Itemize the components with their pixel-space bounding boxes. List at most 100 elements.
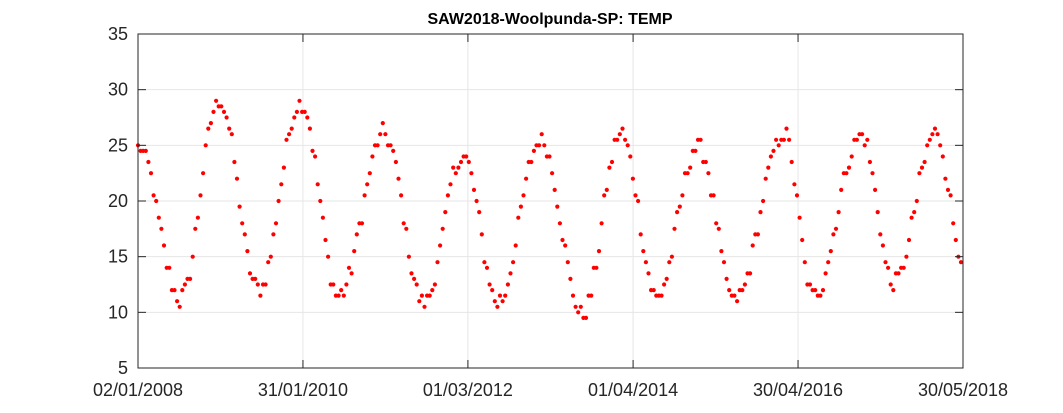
data-point — [198, 193, 203, 198]
data-point — [380, 121, 385, 126]
data-point — [763, 176, 768, 181]
data-point — [880, 243, 886, 248]
data-point — [659, 293, 664, 298]
data-point — [414, 282, 419, 287]
data-point — [273, 221, 279, 226]
data-point — [219, 104, 224, 109]
data-point — [846, 165, 852, 170]
data-point — [794, 193, 800, 198]
data-point — [359, 221, 365, 226]
data-point — [568, 276, 573, 281]
data-point — [714, 221, 719, 226]
data-point — [620, 126, 625, 131]
data-point — [948, 193, 953, 198]
data-point — [542, 143, 547, 148]
data-point — [188, 276, 193, 281]
data-point — [768, 154, 774, 159]
data-point — [154, 198, 159, 204]
data-point — [958, 260, 964, 265]
data-point — [289, 126, 294, 131]
x-tick-label: 01/04/2014 — [588, 380, 678, 400]
data-point — [341, 293, 346, 298]
data-point — [224, 115, 229, 120]
data-point — [214, 98, 219, 103]
data-point — [440, 226, 445, 231]
data-point — [432, 282, 437, 287]
chart-title: SAW2018-Woolpunda-SP: TEMP — [427, 11, 672, 28]
data-point — [836, 210, 841, 215]
data-point — [401, 221, 406, 226]
y-tick-label: 5 — [118, 358, 128, 378]
grid-lines — [138, 34, 963, 368]
data-point — [336, 293, 341, 298]
data-point — [552, 187, 557, 192]
data-point — [201, 171, 206, 176]
data-point — [412, 276, 417, 281]
data-point — [771, 148, 776, 153]
data-point — [912, 210, 917, 215]
data-point — [234, 176, 240, 181]
data-point — [492, 299, 497, 304]
data-point — [667, 260, 672, 265]
data-point — [180, 288, 185, 293]
data-point — [865, 137, 870, 142]
data-point — [354, 232, 359, 237]
data-point — [294, 109, 299, 114]
data-point — [917, 171, 922, 176]
data-point — [820, 288, 826, 293]
data-point — [148, 171, 154, 176]
data-point — [422, 304, 427, 309]
data-point — [349, 271, 354, 276]
data-point — [396, 176, 401, 181]
data-point — [331, 282, 336, 287]
data-point — [524, 176, 529, 181]
data-point — [315, 182, 320, 187]
data-point — [797, 215, 802, 220]
data-point — [740, 288, 745, 293]
data-point — [268, 254, 273, 259]
data-point — [247, 271, 253, 276]
x-tick-labels: 02/01/2008 31/01/2010 01/03/2012 01/04/2014… — [93, 380, 1008, 400]
data-point — [474, 198, 479, 204]
y-tick-label: 35 — [108, 24, 128, 44]
data-point — [870, 171, 875, 176]
data-point — [302, 109, 307, 114]
data-point — [497, 293, 503, 298]
data-point — [221, 109, 227, 114]
data-point — [466, 159, 471, 165]
data-point — [646, 271, 651, 276]
data-point — [724, 276, 729, 281]
data-point — [297, 98, 302, 103]
data-point — [367, 171, 372, 176]
data-point — [393, 159, 398, 165]
data-point — [318, 198, 323, 204]
data-point — [161, 243, 167, 248]
y-tick-labels: 5 10 15 20 25 30 35 — [108, 24, 128, 378]
data-point — [516, 215, 521, 220]
data-point — [531, 148, 537, 153]
data-point — [727, 288, 732, 293]
data-point — [615, 137, 620, 142]
data-point — [732, 293, 737, 298]
data-point — [563, 243, 568, 248]
data-point — [242, 232, 247, 237]
data-point — [240, 221, 245, 226]
data-point — [703, 159, 708, 165]
data-point — [456, 165, 461, 170]
data-point — [287, 132, 292, 137]
data-point — [383, 132, 388, 137]
data-point — [323, 237, 328, 243]
data-point — [469, 171, 474, 176]
data-point — [464, 154, 469, 159]
data-point — [365, 182, 370, 187]
data-point — [175, 299, 180, 304]
data-point — [906, 237, 912, 243]
data-point — [193, 226, 198, 231]
data-point — [479, 232, 484, 237]
data-point — [500, 299, 505, 304]
data-point — [862, 143, 867, 148]
data-point — [279, 182, 284, 187]
data-point — [800, 237, 805, 243]
data-point — [599, 221, 604, 226]
data-point — [406, 254, 411, 259]
